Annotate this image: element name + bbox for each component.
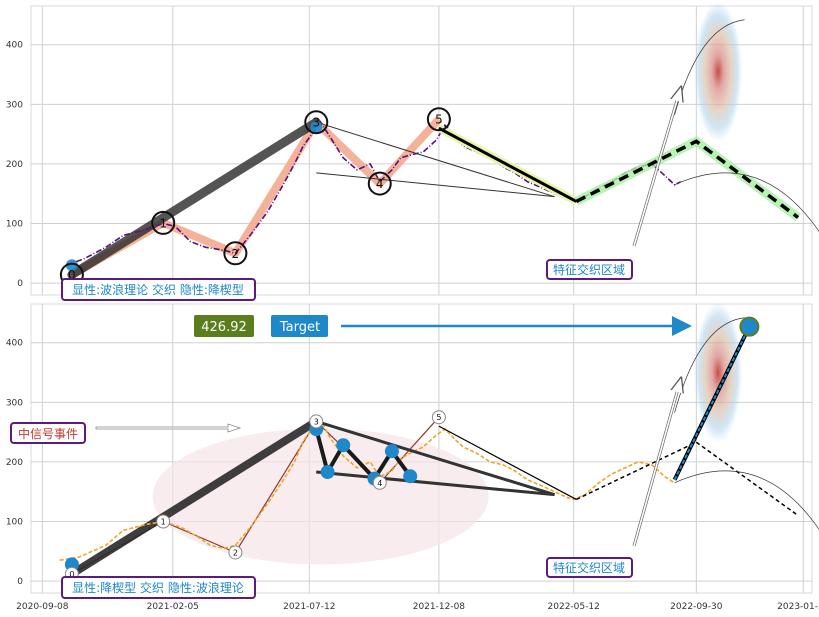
- top-y-tick-label: 100: [6, 219, 23, 229]
- top-wave-label-5: 5: [435, 113, 443, 127]
- bot-guide-arc-2: [674, 470, 819, 531]
- bottom-pattern-label-box: [61, 576, 256, 599]
- bot-wave-label-5: 5: [436, 413, 441, 422]
- bot-wave-marker-1: [156, 514, 171, 529]
- top-wave-marker-3: [304, 110, 329, 135]
- event-label: 中信号事件: [10, 422, 86, 444]
- top-wave-marker-2: [223, 241, 248, 266]
- pattern-point-marker: [403, 469, 418, 484]
- bottom-zone-label-text: 特征交织区域: [553, 560, 625, 575]
- bot-wave-marker-2: [228, 545, 243, 560]
- target-text: Target: [279, 320, 320, 335]
- x-tick-label: 2021-12-08: [413, 602, 466, 612]
- bot-wave-label-3: 3: [314, 417, 319, 426]
- top-guide-arc-2: [674, 172, 819, 233]
- pattern-point-marker: [320, 465, 335, 480]
- target-point-marker: [739, 316, 760, 337]
- top-start-marker: [65, 259, 78, 272]
- top-peak-marker: [310, 120, 323, 133]
- top-y-axis: 0 100 200 300 400: [6, 41, 23, 289]
- top-y-tick-label: 0: [17, 279, 23, 289]
- top-wave-label-3: 3: [312, 116, 320, 130]
- bot-wedge-upper: [315, 419, 556, 497]
- top-wave-label-0: 0: [68, 268, 76, 282]
- bot-wave-label-4: 4: [377, 479, 382, 488]
- bot-wedge-lower: [316, 470, 555, 497]
- bot-y-tick-label: 0: [17, 577, 23, 587]
- top-panel: 0 100 200 300 400 0 1 2 3 4 5 显性:波浪理论 交织 隐性:降楔型 特…: [6, 1, 819, 301]
- bot-long-arrow: [633, 378, 681, 547]
- event-label-box: [10, 422, 86, 444]
- top-panel-frame: [30, 5, 813, 296]
- pattern-point-marker: [336, 438, 351, 453]
- top-wedge-upper: [316, 121, 555, 198]
- bottom-pattern-label-text: 显性:降楔型 交织 隐性:波浪理论: [72, 580, 244, 595]
- bot-wave-marker-4: [372, 475, 387, 490]
- bot-y-tick-label: 100: [6, 517, 23, 527]
- top-pattern-label-box: [61, 278, 256, 301]
- top-main-trendline: [67, 117, 321, 280]
- bot-guide-arc-1: [674, 317, 745, 413]
- top-wave-label-2: 2: [232, 247, 240, 261]
- top-zone-label-text: 特征交织区域: [553, 262, 625, 277]
- pattern-point-marker: [384, 444, 399, 459]
- top-projection-leg-1: [438, 126, 578, 203]
- bottom-x-axis: 2020-09-08 2021-02-05 2021-07-12 2021-12-08…: [16, 602, 819, 612]
- x-tick-label: 2022-09-30: [670, 602, 723, 612]
- top-wave-label-4: 4: [376, 177, 384, 191]
- top-pattern-label-text: 显性:波浪理论 交织 隐性:降楔型: [72, 282, 244, 297]
- top-target-heat-zone: [694, 1, 743, 142]
- bottom-zone-label: 特征交织区域: [546, 557, 633, 578]
- x-tick-label: 2021-02-05: [147, 602, 199, 612]
- event-label-text: 中信号事件: [18, 426, 78, 441]
- top-long-arrow: [633, 87, 681, 247]
- top-wedge-lower: [316, 172, 555, 198]
- bottom-projection-dashed: [575, 441, 799, 517]
- bot-wave-label-1: 1: [161, 517, 166, 526]
- top-wave-label-1: 1: [159, 216, 167, 230]
- top-y-tick-label: 300: [6, 100, 23, 110]
- target-value-box: [194, 315, 254, 337]
- bot-wave-label-0: 0: [69, 570, 74, 579]
- target-value-badge: 426.92: [194, 315, 254, 337]
- x-tick-label: 2020-09-08: [16, 602, 69, 612]
- x-tick-label: 2023-01-31: [777, 602, 819, 612]
- bottom-zone-label-box: [546, 557, 633, 578]
- target-box: [271, 315, 328, 337]
- top-plot-area: 0 1 2 3 4 5: [59, 1, 819, 287]
- event-arrow: [95, 423, 242, 433]
- bot-y-tick-label: 200: [6, 458, 23, 468]
- x-tick-label: 2022-05-12: [548, 602, 600, 612]
- bottom-projection-leg-1: [438, 425, 577, 500]
- bottom-y-axis: 0 100 200 300 400: [6, 339, 23, 587]
- bot-wave-label-2: 2: [233, 548, 238, 557]
- bottom-panel: 0 100 200 300 400 2020-09-08 2021-02-05 2021-0…: [6, 302, 819, 612]
- top-zone-label: 特征交织区域: [546, 259, 633, 280]
- bot-main-trendline: [67, 417, 321, 578]
- bot-y-tick-label: 400: [6, 339, 23, 349]
- top-wave-marker-4: [367, 171, 392, 196]
- top-pattern-label: 显性:波浪理论 交织 隐性:降楔型: [61, 278, 256, 301]
- top-y-tick-label: 200: [6, 160, 23, 170]
- top-zone-label-box: [546, 259, 633, 280]
- bot-target-heat-zone: [694, 302, 743, 443]
- bottom-pattern-label: 显性:降楔型 交织 隐性:波浪理论: [61, 576, 256, 599]
- bot-wave-marker-5: [431, 410, 446, 425]
- wedge-pattern-zone: [152, 428, 489, 565]
- top-projection-dashed: [575, 139, 800, 219]
- target-value-text: 426.92: [201, 320, 247, 335]
- top-y-tick-label: 400: [6, 41, 23, 51]
- bot-wave-marker-3: [309, 414, 324, 429]
- top-wave-marker-5: [426, 107, 451, 132]
- top-wave-marker-1: [151, 210, 176, 235]
- bot-y-tick-label: 300: [6, 398, 23, 408]
- target-projection-line: [673, 326, 751, 481]
- target-badge: Target: [271, 315, 328, 337]
- bottom-plot-area: 0 1 2 3 4 5: [59, 302, 819, 581]
- x-tick-label: 2021-07-12: [283, 602, 335, 612]
